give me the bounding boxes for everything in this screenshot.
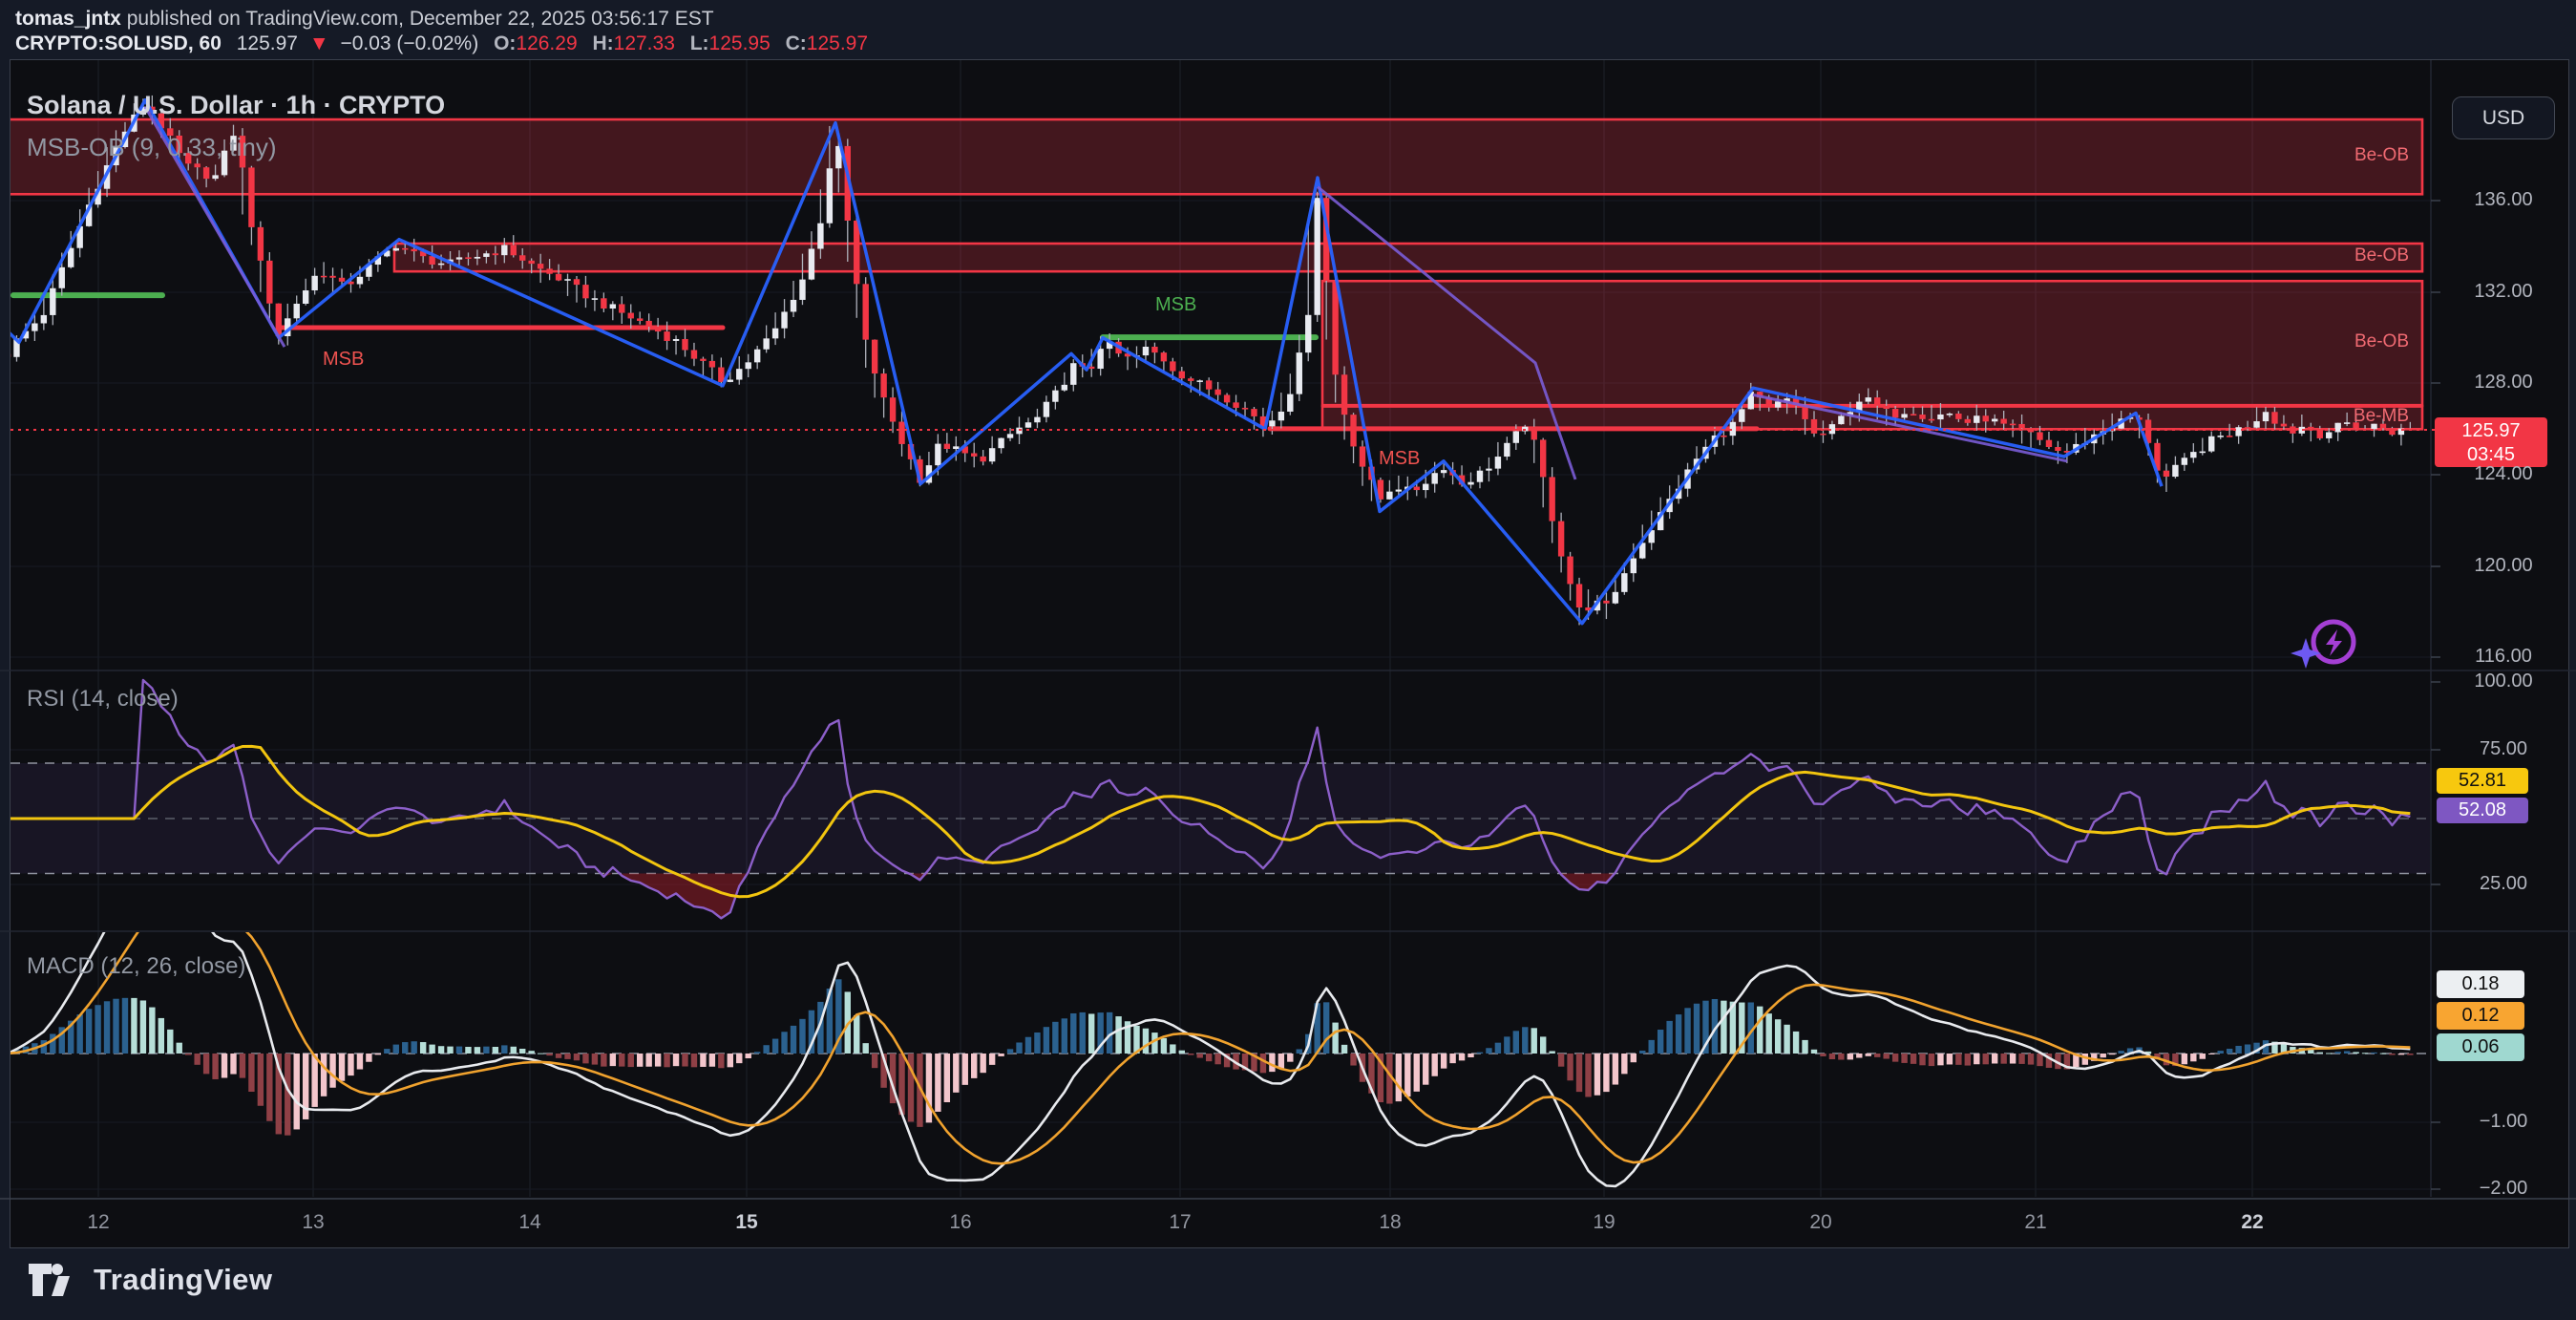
- time-axis-label: 20: [1809, 1211, 1832, 1233]
- close-key: C:: [785, 32, 807, 54]
- down-triangle-icon: ▼: [308, 32, 329, 54]
- time-axis-label: 13: [302, 1211, 325, 1233]
- price-scale-label: 132.00: [2474, 281, 2533, 302]
- open-value: 126.29: [516, 32, 578, 54]
- chart-frame: [10, 59, 2569, 1248]
- high-value: 127.33: [613, 32, 675, 54]
- publish-line: tomas_jntx published on TradingView.com,…: [15, 8, 714, 31]
- time-axis-label: 19: [1593, 1211, 1615, 1233]
- time-axis-label: 12: [87, 1211, 110, 1233]
- price-scale-label: 120.00: [2474, 555, 2533, 576]
- msb-label: MSB: [323, 349, 365, 370]
- indicator-label-msbob: MSB-OB (9, 0.33, tiny): [27, 133, 277, 161]
- msb-label: MSB: [1379, 448, 1421, 469]
- indicator-label-rsi: RSI (14, close): [27, 686, 179, 712]
- price-scale-label: 100.00: [2474, 671, 2533, 692]
- boost-lightning-icon[interactable]: [2290, 613, 2358, 674]
- ob-zone-label: Be-OB: [2354, 245, 2409, 266]
- time-axis-label: 17: [1169, 1211, 1192, 1233]
- time-axis-label: 16: [949, 1211, 972, 1233]
- publish-info: published on TradingView.com, December 2…: [120, 8, 714, 30]
- close-value: 125.97: [806, 32, 869, 54]
- price-scale-label: 116.00: [2475, 646, 2532, 667]
- macd-value-badge: 0.18: [2437, 970, 2524, 998]
- ob-zone-label: Be-OB: [2354, 331, 2409, 351]
- price-scale-label: 25.00: [2479, 873, 2528, 894]
- time-axis-label: 14: [518, 1211, 541, 1233]
- low-key: L:: [689, 32, 709, 54]
- price-scale-label: 128.00: [2474, 372, 2533, 393]
- tradingview-mark-icon: [29, 1264, 70, 1296]
- msb-label: MSB: [1155, 294, 1197, 315]
- author-name: tomas_jntx: [15, 8, 121, 30]
- chart-title: Solana / U.S. Dollar · 1h · CRYPTO: [27, 91, 446, 119]
- tradingview-logo[interactable]: TradingView: [29, 1263, 273, 1297]
- rsi-value-badge: 52.81: [2437, 768, 2528, 794]
- ob-zone-label: Be-OB: [2354, 145, 2409, 165]
- ob-zone-label: Be-MB: [2353, 406, 2409, 426]
- macd-value-badge: 0.06: [2437, 1033, 2524, 1061]
- price-change: −0.03 (−0.02%): [340, 32, 479, 54]
- bar-countdown: 03:45: [2466, 444, 2516, 465]
- current-price-value: 125.97: [2461, 420, 2521, 441]
- price-scale-label: 124.00: [2474, 463, 2533, 484]
- time-axis-label: 15: [735, 1211, 758, 1233]
- footer-bar: [0, 1248, 2576, 1320]
- indicator-label-macd: MACD (12, 26, close): [27, 953, 246, 979]
- tradingview-logo-text: TradingView: [94, 1263, 273, 1296]
- price-scale-label: 75.00: [2479, 738, 2528, 759]
- time-axis-label: 18: [1379, 1211, 1402, 1233]
- rsi-value-badge: 52.08: [2437, 798, 2528, 823]
- currency-toggle-button[interactable]: USD: [2452, 96, 2555, 139]
- price-scale-label: −1.00: [2479, 1111, 2528, 1132]
- time-axis-label: 21: [2024, 1211, 2047, 1233]
- time-axis-label: 22: [2241, 1211, 2264, 1233]
- symbol-interval: CRYPTO:SOLUSD, 60: [15, 32, 222, 54]
- price-scale-label: 136.00: [2474, 189, 2533, 210]
- last-price: 125.97: [236, 32, 298, 54]
- price-scale-label: −2.00: [2479, 1178, 2528, 1199]
- macd-value-badge: 0.12: [2437, 1002, 2524, 1030]
- high-key: H:: [592, 32, 614, 54]
- open-key: O:: [494, 32, 517, 54]
- ohlc-line: CRYPTO:SOLUSD, 60 125.97 ▼ −0.03 (−0.02%…: [15, 32, 868, 55]
- low-value: 125.95: [708, 32, 771, 54]
- current-price-badge: 125.97 03:45: [2435, 417, 2547, 467]
